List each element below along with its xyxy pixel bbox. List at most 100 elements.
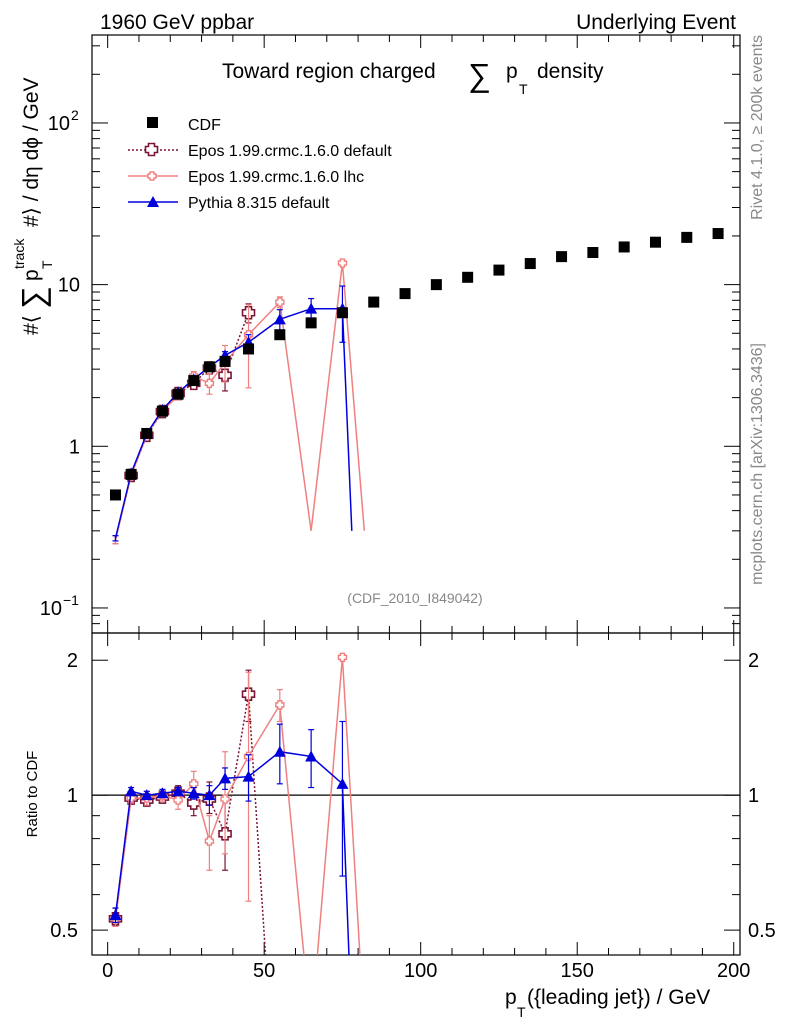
main-cdf-point	[141, 427, 153, 439]
y-label-p: p	[20, 269, 43, 281]
main-epos-lhc-point	[204, 378, 215, 389]
ratio-y-tick-label-right: 1	[748, 785, 759, 807]
ratio-y-tick-label-right: 0.5	[748, 920, 776, 942]
x-label-sub: T	[517, 1004, 526, 1020]
main-cdf-point	[493, 264, 505, 276]
ratio-epos-lhc-point	[337, 652, 348, 663]
ratio-y-tick-label-right: 2	[748, 650, 759, 672]
y-label-sup: track	[11, 238, 27, 269]
ratio-plot-area	[92, 652, 740, 955]
y-tick-label: 10	[48, 113, 70, 135]
x-tick-label: 200	[717, 960, 750, 982]
legend-marker-epos-default	[144, 142, 159, 157]
y-axis-label: #⟨ ∑ p track T #⟩ / dη dϕ / GeV	[11, 77, 55, 335]
ratio-epos-lhc-point	[220, 794, 230, 804]
main-cdf-point	[109, 489, 121, 501]
main-cdf-point	[243, 343, 255, 355]
main-epos-lhc-point	[337, 258, 348, 268]
main-pythia-point	[305, 302, 318, 314]
ratio-pythia-point	[140, 789, 153, 801]
legend-label-pythia: Pythia 8.315 default	[188, 195, 330, 212]
main-cdf-point	[156, 405, 168, 417]
ratio-epos-lhc-point	[204, 836, 215, 846]
main-cdf-point	[172, 388, 184, 400]
legend-label-cdf: CDF	[188, 117, 221, 134]
ratio-pythia-point	[242, 770, 255, 782]
main-plot-area	[109, 228, 724, 545]
ratio-pythia-point	[336, 777, 349, 789]
main-cdf-point	[681, 231, 693, 243]
ratio-y-axis-label: Ratio to CDF	[24, 751, 41, 838]
main-cdf-point	[336, 307, 348, 319]
ratio-y-tick-label: 1	[67, 785, 78, 807]
ratio-pythia-point	[273, 745, 286, 757]
x-label-rest: ({leading jet}) / GeV	[527, 986, 710, 1009]
legend: CDF Epos 1.99.crmc.1.6.0 default Epos 1.…	[128, 117, 392, 212]
x-tick-label: 0	[102, 960, 113, 982]
main-cdf-point	[649, 236, 661, 248]
main-cdf-point	[188, 375, 200, 387]
y-label-sigma: ∑	[15, 286, 51, 309]
y-label-a: #⟨	[20, 315, 43, 335]
main-cdf-point	[430, 279, 442, 291]
side-label-mcplots: mcplots.cern.ch [arXiv:1306.3436]	[749, 343, 766, 585]
title-p: p	[506, 60, 518, 83]
header-right: Underlying Event	[576, 11, 736, 34]
legend-label-epos-default: Epos 1.99.crmc.1.6.0 default	[188, 143, 392, 160]
title-text: Toward region charged	[222, 60, 436, 83]
ratio-epos-default-point	[186, 796, 201, 810]
title-sub: T	[519, 81, 528, 97]
y-label-b: #⟩ / dη dϕ / GeV	[20, 77, 43, 227]
ratio-pythia-point	[187, 787, 200, 799]
main-cdf-point	[618, 241, 630, 253]
x-tick-label: 100	[404, 960, 437, 982]
ratio-y-tick-label: 2	[67, 650, 78, 672]
main-cdf-point	[712, 228, 724, 240]
legend-marker-pythia	[147, 196, 159, 207]
title-post: density	[537, 60, 604, 83]
x-tick-label: 50	[253, 960, 275, 982]
y-label-sub: T	[39, 260, 55, 269]
y-tick-label: 10	[40, 598, 62, 620]
y-tick-label-exp: 2	[71, 107, 79, 123]
y-tick-label: 1	[69, 436, 80, 458]
ratio-epos-default-line	[114, 694, 267, 955]
title-sigma: ∑	[468, 57, 491, 93]
main-cdf-point	[305, 317, 317, 329]
ratio-pythia-point	[305, 750, 318, 762]
ratio-pythia-point	[109, 909, 122, 921]
main-cdf-point	[399, 288, 411, 300]
ratio-pythia-point	[125, 785, 138, 797]
ratio-pythia-point	[203, 789, 216, 801]
main-cdf-point	[524, 258, 536, 270]
y-tick-label-exp: −1	[63, 592, 79, 608]
ratio-pythia-point	[219, 772, 232, 784]
analysis-id: (CDF_2010_I849042)	[347, 590, 482, 606]
ratio-epos-lhc-point	[173, 795, 183, 805]
main-pythia-point	[273, 313, 286, 325]
legend-marker-cdf	[147, 117, 158, 128]
ratio-y-tick-label: 0.5	[50, 920, 78, 942]
chart-title: Toward region charged ∑ p T density	[222, 57, 604, 97]
main-cdf-point	[125, 468, 137, 480]
main-cdf-point	[462, 271, 474, 283]
ratio-pythia-point	[172, 785, 185, 797]
x-axis-label: p T ({leading jet}) / GeV	[505, 986, 710, 1020]
main-cdf-point	[587, 247, 599, 259]
main-cdf-point	[219, 355, 231, 367]
x-tick-label: 150	[561, 960, 594, 982]
ratio-plot-frame	[91, 632, 741, 956]
main-cdf-point	[556, 251, 568, 263]
side-label-rivet: Rivet 4.1.0, ≥ 200k events	[749, 35, 766, 220]
legend-marker-epos-lhc	[147, 171, 157, 181]
main-cdf-point	[203, 361, 215, 373]
main-cdf-point	[274, 329, 286, 341]
y-tick-label: 10	[58, 275, 80, 297]
header-left: 1960 GeV ppbar	[100, 11, 254, 34]
ratio-epos-lhc-point	[275, 700, 285, 710]
x-label-p: p	[505, 986, 517, 1009]
main-epos-lhc-point	[275, 297, 285, 307]
